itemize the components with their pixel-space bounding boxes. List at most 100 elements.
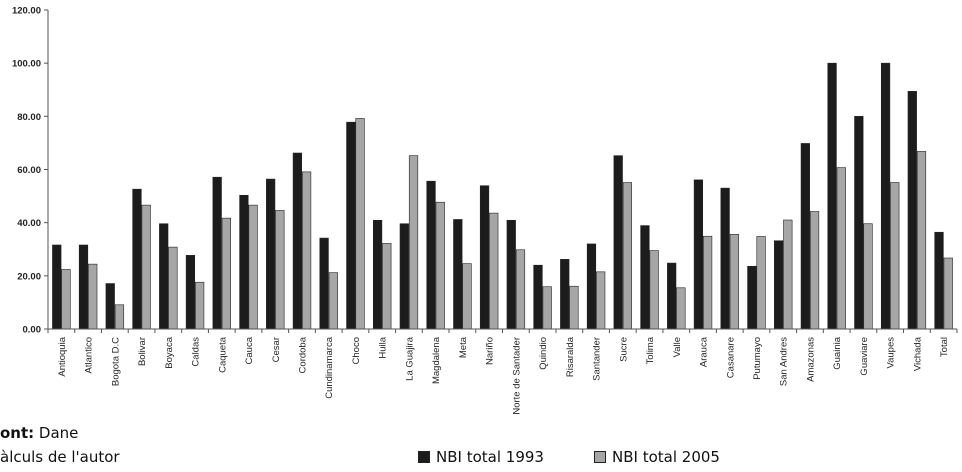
x-tick-label: Norte de Santader <box>511 337 522 415</box>
bar-1993 <box>319 237 329 330</box>
source-value: Dane <box>34 424 79 442</box>
x-tick-label: Sucre <box>618 337 629 362</box>
x-tick-label: La Guajira <box>404 336 415 381</box>
bar-2005 <box>141 204 151 330</box>
bar-1993 <box>560 259 570 330</box>
bar-2005 <box>596 271 606 330</box>
x-tick-label: Nariño <box>485 337 496 365</box>
x-tick-label: Bolivar <box>137 337 148 366</box>
y-tick-label: 80.00 <box>17 112 41 123</box>
bar-1993 <box>667 262 677 330</box>
bar-2005 <box>943 257 953 330</box>
x-tick-label: Putumayo <box>752 337 763 380</box>
legend-item-1993: NBI total 1993 <box>418 448 544 466</box>
bar-2005 <box>836 167 846 330</box>
y-tick-label: 40.00 <box>17 218 41 229</box>
bar-1993 <box>132 188 142 330</box>
bar-2005 <box>301 171 312 330</box>
x-tick-label: Caqueta <box>217 336 228 373</box>
x-tick-label: Tolima <box>645 336 656 364</box>
bar-2005 <box>355 118 365 330</box>
x-tick-label: Arauca <box>699 336 710 367</box>
bar-2005 <box>221 217 231 330</box>
x-tick-label: Antioquia <box>57 336 68 376</box>
bar-1993 <box>212 176 222 330</box>
bars <box>52 62 953 330</box>
x-tick-label: Vaupes <box>886 337 897 369</box>
bar-1993 <box>266 178 276 330</box>
bar-2005 <box>542 286 552 330</box>
x-tick-label: Amazonas <box>805 337 816 382</box>
bar-1993 <box>934 231 944 330</box>
bar-1993 <box>372 219 383 330</box>
bar-1993 <box>907 91 917 330</box>
legend-swatch-1993 <box>418 451 430 463</box>
x-tick-label: Magdalena <box>431 336 442 384</box>
bar-2005 <box>88 263 98 330</box>
bar-1993 <box>586 243 597 330</box>
bar-1993 <box>854 116 864 330</box>
bar-1993 <box>506 219 516 330</box>
bar-1993 <box>827 62 837 330</box>
bar-2005 <box>462 263 472 330</box>
bar-2005 <box>703 235 713 330</box>
x-tick-label: Huila <box>378 336 389 358</box>
x-tick-label: Guainia <box>832 336 843 369</box>
y-axis: 0.00 20.00 40.00 60.00 80.00 100.00 120.00 <box>12 6 49 336</box>
bar-2005 <box>622 182 633 330</box>
source-label: ont: <box>0 424 35 442</box>
bar-2005 <box>435 201 445 330</box>
x-tick-label: Cesar <box>271 337 282 362</box>
calc-note: àlculs de l'autor <box>0 448 120 466</box>
x-tick-label: Guaviare <box>859 337 870 376</box>
x-tick-label: Cauca <box>244 336 255 364</box>
source-line: ont: Dane <box>0 424 78 442</box>
x-tick-label: Casanare <box>725 337 736 378</box>
bar-1993 <box>52 244 62 330</box>
x-tick-label: Atlantico <box>84 337 95 373</box>
legend-label-1993: NBI total 1993 <box>436 448 544 466</box>
bar-2005 <box>168 246 178 330</box>
bar-1993 <box>800 143 810 330</box>
bar-2005 <box>382 243 392 330</box>
x-tick-label: Risaralda <box>565 336 576 377</box>
legend-label-2005: NBI total 2005 <box>612 448 720 466</box>
x-axis: Antioquia Atlantico Bogota D.C Bolivar Boyac… <box>47 328 958 415</box>
bar-2005 <box>809 211 820 330</box>
bar-1993 <box>346 121 356 330</box>
legend-item-2005: NBI total 2005 <box>594 448 720 466</box>
bar-1993 <box>292 152 302 330</box>
bar-1993 <box>613 155 623 330</box>
x-tick-label: Vichada <box>912 336 923 371</box>
bar-chart: 0.00 20.00 40.00 60.00 80.00 100.00 120.00 Ant… <box>12 6 958 415</box>
x-tick-label: Santander <box>592 337 603 381</box>
bar-1993 <box>105 283 115 330</box>
bar-1993 <box>399 223 409 330</box>
x-tick-label: Cundinamarca <box>324 336 335 398</box>
x-tick-label: Quindio <box>538 337 549 370</box>
bar-2005 <box>114 304 125 330</box>
bar-1993 <box>693 179 704 330</box>
x-tick-label: Valle <box>672 337 683 357</box>
bar-1993 <box>185 255 196 330</box>
bar-2005 <box>729 234 739 330</box>
bar-1993 <box>747 265 757 330</box>
x-tick-label: Total <box>939 337 950 357</box>
legend-swatch-2005 <box>594 451 606 463</box>
bar-1993 <box>479 185 490 330</box>
bar-1993 <box>533 264 543 330</box>
x-tick-label: Choco <box>351 337 362 364</box>
y-tick-label: 100.00 <box>12 59 41 70</box>
x-tick-label: Caldas <box>191 337 202 367</box>
bar-1993 <box>880 62 891 330</box>
bar-2005 <box>328 272 338 330</box>
y-tick-label: 20.00 <box>17 271 41 282</box>
bar-1993 <box>720 187 730 330</box>
bar-2005 <box>489 212 499 330</box>
bar-2005 <box>890 182 900 330</box>
bar-1993 <box>774 240 784 330</box>
x-tick-label: Meta <box>458 336 469 358</box>
bar-1993 <box>426 180 436 330</box>
x-tick-label: Cordoba <box>297 336 308 373</box>
bar-2005 <box>61 269 71 330</box>
